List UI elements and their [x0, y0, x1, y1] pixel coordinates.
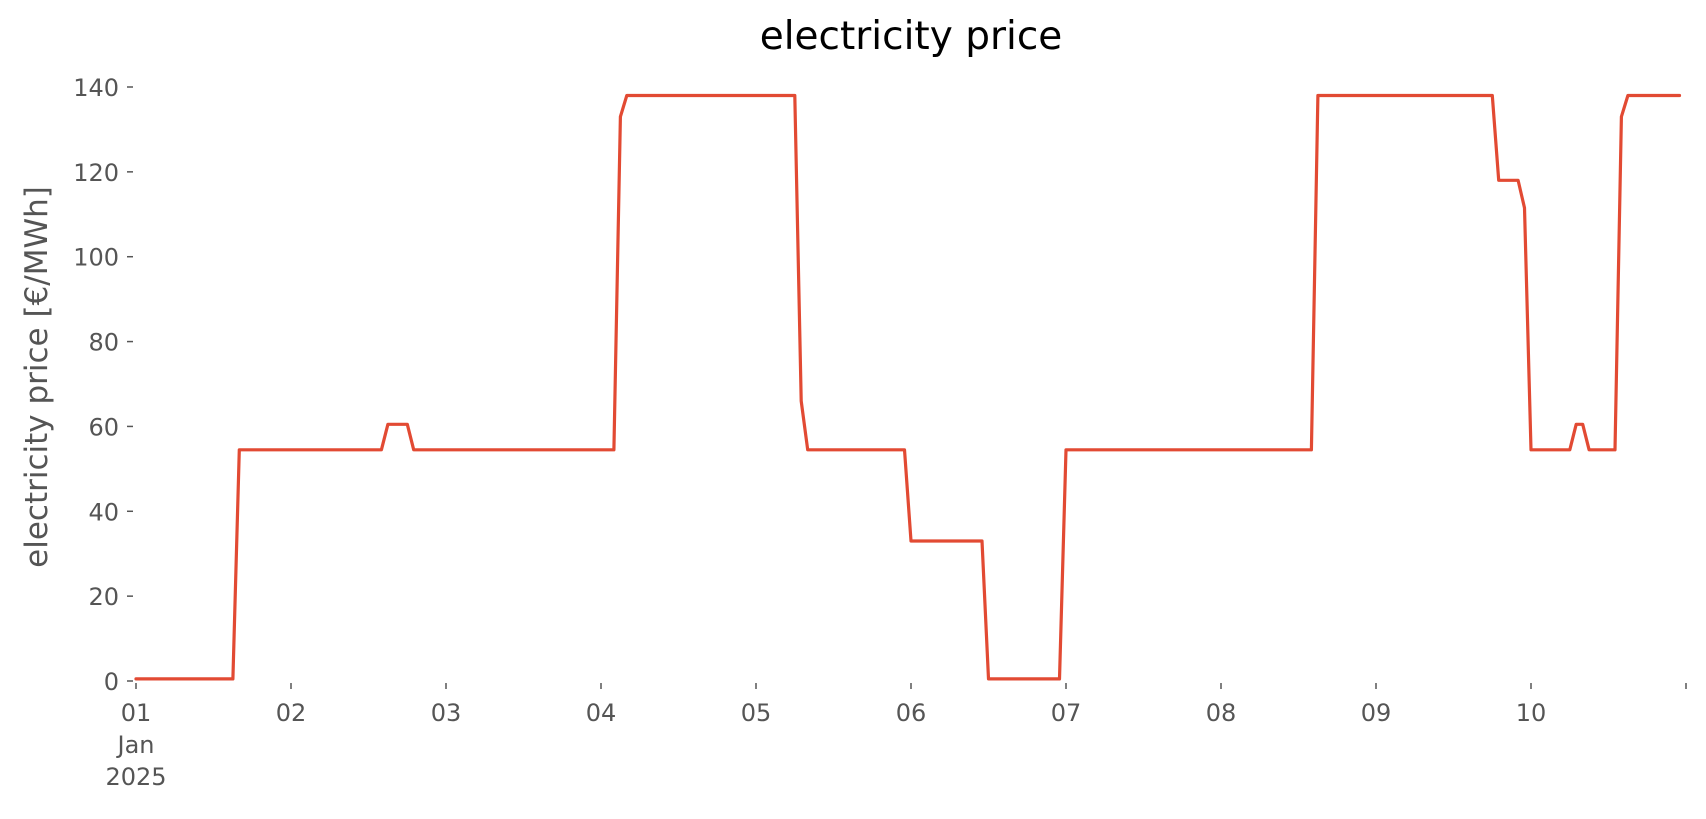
- x-tick-label: 02: [276, 699, 307, 727]
- x-tick-label: 04: [586, 699, 617, 727]
- y-axis-label: electricity price [€/MWh]: [19, 186, 55, 568]
- y-tick-label: 100: [73, 244, 119, 272]
- price-series-line: [134, 93, 1682, 681]
- x-tick-label: 09: [1361, 699, 1392, 727]
- x-tick-label: 07: [1051, 699, 1082, 727]
- y-tick-label: 20: [88, 583, 119, 611]
- y-tick-label: 80: [88, 329, 119, 357]
- chart-title: electricity price: [760, 14, 1063, 59]
- y-tick-label: 140: [73, 74, 119, 102]
- x-tick-label: 06: [896, 699, 927, 727]
- y-axis: 0 20 40 60 80 100 120 140: [73, 74, 133, 696]
- x-tick-label: 05: [741, 699, 772, 727]
- x-tick-label: 08: [1206, 699, 1237, 727]
- y-tick-label: 40: [88, 498, 119, 526]
- y-tick-label: 60: [88, 413, 119, 441]
- y-tick-label: 0: [104, 668, 119, 696]
- x-tick-month-label: Jan: [116, 731, 155, 759]
- y-tick-label: 120: [73, 159, 119, 187]
- x-axis: 01 Jan 2025 02 03 04 05 06 07 08 09 10: [105, 683, 1687, 791]
- x-tick-label: 10: [1516, 699, 1547, 727]
- x-tick-label: 01: [121, 699, 152, 727]
- series-layer: [134, 93, 1682, 681]
- x-tick-year-label: 2025: [105, 763, 166, 791]
- x-tick-label: 03: [431, 699, 462, 727]
